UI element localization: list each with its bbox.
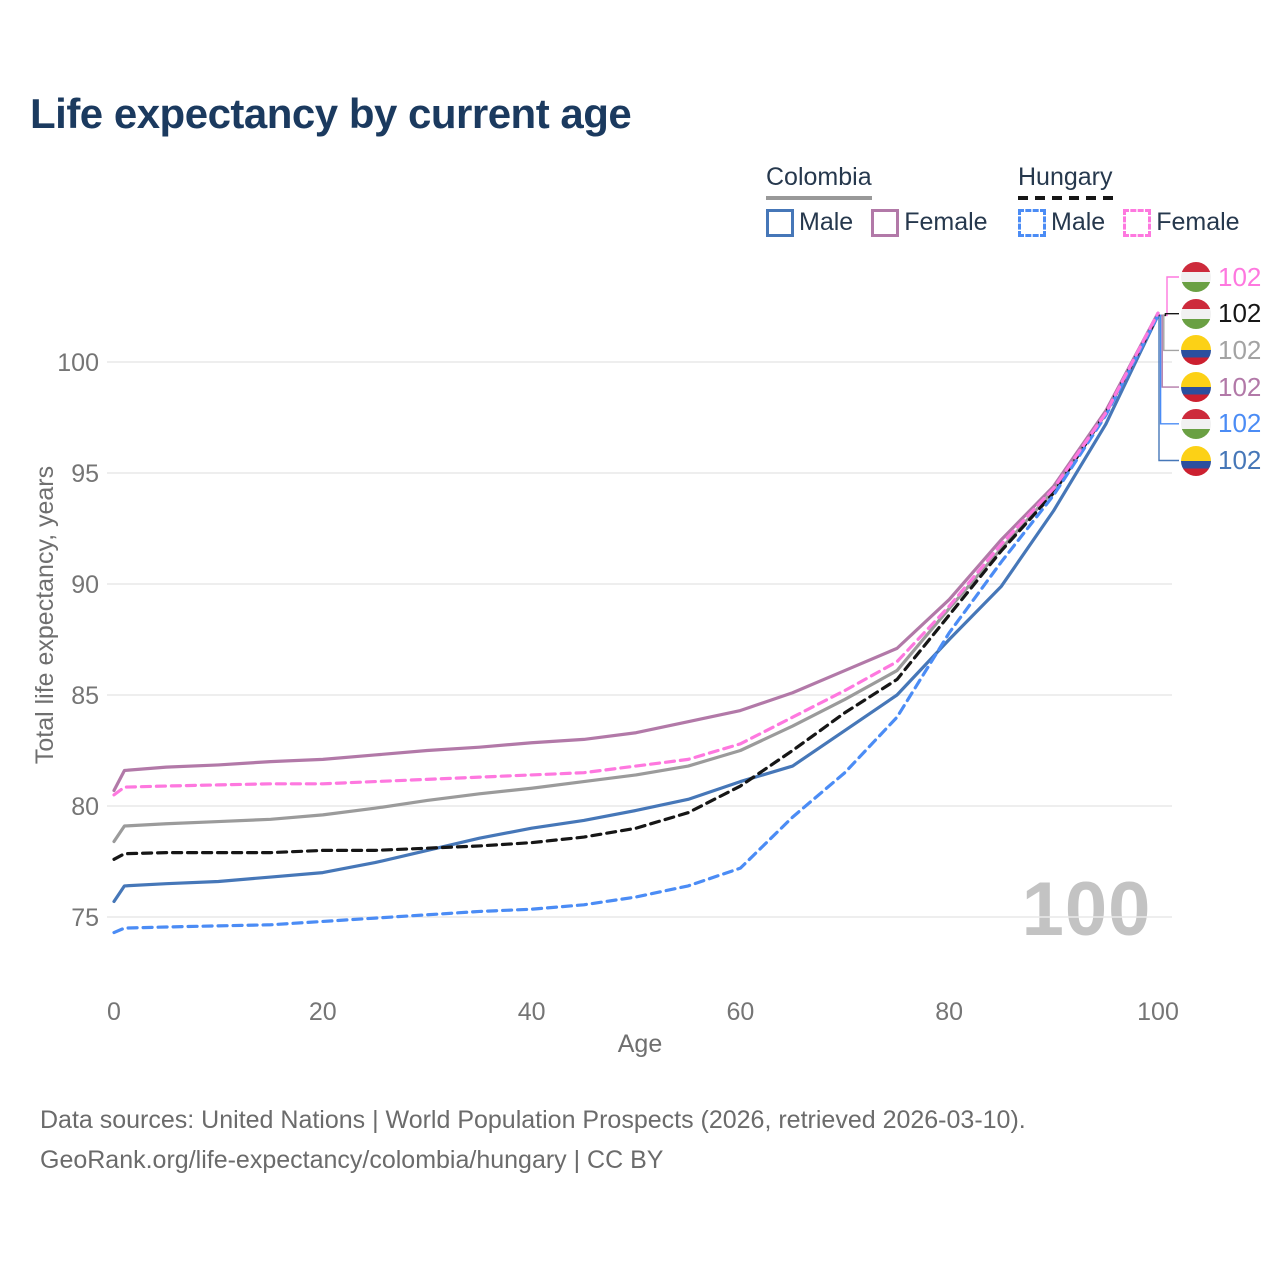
series-line-colombia-male[interactable] [112,313,1160,904]
y-tick-label: 90 [71,571,99,599]
series-line-hungary-male[interactable] [112,313,1160,935]
colombia-female-swatch-icon [871,208,900,237]
x-axis-title: Age [617,1030,663,1058]
colombia-line-style-swatch [766,196,872,200]
page-title: Life expectancy by current age [30,90,632,137]
legend-group-colombia: Colombia Male Female [766,163,988,237]
x-tick-label: 0 [107,998,121,1026]
legend-item-label: Male [1051,208,1106,236]
y-tick-label: 95 [71,460,99,488]
end-label-connector [1158,276,1179,317]
end-label-connector [1158,314,1179,425]
series-line-hungary[interactable] [112,313,1160,861]
colombia-male-swatch-icon [766,208,794,237]
y-tick-label: 100 [57,349,99,377]
legend-item-label: Female [904,208,988,236]
y-tick-label: 75 [71,904,99,932]
series-line-colombia-female[interactable] [112,311,1160,793]
legend-item-colombia-male[interactable]: Male [766,208,853,237]
series-line-hungary-female[interactable] [112,311,1160,797]
y-tick-label: 85 [71,682,99,710]
legend-group-hungary: Hungary Male Female [1018,163,1240,237]
legend-item-label: Male [799,208,854,236]
y-tick-label: 80 [71,793,99,821]
hungary-female-swatch-icon [1123,208,1152,237]
footer: Data sources: United Nations | World Pop… [40,1100,1026,1180]
legend-item-hungary-male[interactable]: Male [1018,208,1105,237]
y-axis-title: Total life expectancy, years [31,465,59,765]
legend-item-colombia-female[interactable]: Female [871,208,988,237]
x-tick-label: 20 [309,998,337,1026]
legend-country-label-colombia: Colombia [766,163,872,191]
footer-data-sources: Data sources: United Nations | World Pop… [40,1106,1026,1134]
age-watermark: 100 [1021,867,1152,952]
hungary-male-swatch-icon [1018,208,1046,237]
series-line-colombia[interactable] [112,313,1160,844]
x-tick-label: 60 [726,998,754,1026]
hungary-line-style-swatch [1018,196,1113,200]
footer-attribution: GeoRank.org/life-expectancy/colombia/hun… [40,1146,664,1174]
x-tick-label: 40 [518,998,546,1026]
legend-item-label: Female [1156,208,1240,236]
legend-item-hungary-female[interactable]: Female [1123,208,1240,237]
x-tick-label: 100 [1137,998,1179,1026]
x-tick-label: 80 [935,998,963,1026]
legend-country-label-hungary: Hungary [1018,163,1113,191]
